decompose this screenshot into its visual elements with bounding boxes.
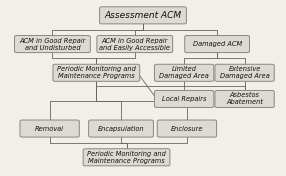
FancyBboxPatch shape	[97, 36, 173, 53]
FancyBboxPatch shape	[83, 149, 170, 166]
FancyBboxPatch shape	[89, 120, 153, 137]
FancyBboxPatch shape	[100, 7, 186, 24]
Text: Assessment ACM: Assessment ACM	[104, 11, 182, 20]
FancyBboxPatch shape	[53, 64, 140, 81]
Text: Asbestos
Abatement: Asbestos Abatement	[226, 92, 263, 105]
FancyBboxPatch shape	[185, 36, 249, 53]
FancyBboxPatch shape	[215, 90, 274, 108]
FancyBboxPatch shape	[15, 36, 90, 53]
Text: ACM in Good Repair
and Easily Accessible: ACM in Good Repair and Easily Accessible	[99, 37, 170, 51]
FancyBboxPatch shape	[157, 120, 217, 137]
Text: Periodic Monitoring and
Maintenance Programs: Periodic Monitoring and Maintenance Prog…	[87, 151, 166, 164]
Text: Enclosure: Enclosure	[171, 125, 203, 131]
Text: ACM in Good Repair
and Undisturbed: ACM in Good Repair and Undisturbed	[19, 37, 86, 51]
Text: Periodic Monitoring and
Maintenance Programs: Periodic Monitoring and Maintenance Prog…	[57, 66, 136, 79]
Text: Encapsulation: Encapsulation	[98, 125, 144, 132]
Text: Damaged ACM: Damaged ACM	[192, 41, 242, 47]
FancyBboxPatch shape	[215, 64, 274, 81]
Text: Limited
Damaged Area: Limited Damaged Area	[159, 66, 209, 79]
Text: Local Repairs: Local Repairs	[162, 96, 206, 102]
FancyBboxPatch shape	[154, 90, 214, 108]
FancyBboxPatch shape	[20, 120, 79, 137]
Text: Removal: Removal	[35, 125, 64, 131]
Text: Extensive
Damaged Area: Extensive Damaged Area	[220, 66, 269, 79]
FancyBboxPatch shape	[154, 64, 214, 81]
